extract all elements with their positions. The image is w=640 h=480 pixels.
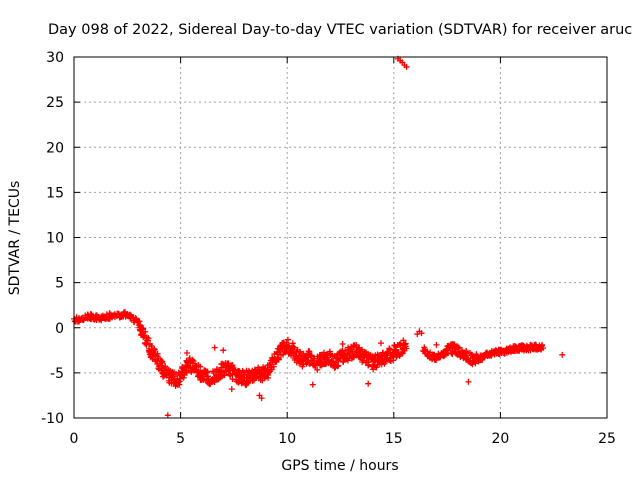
- data-point: [229, 376, 236, 383]
- data-point: [183, 369, 190, 376]
- data-point: [465, 378, 472, 385]
- data-point: [275, 356, 282, 363]
- data-point: [291, 344, 298, 351]
- data-point: [270, 363, 277, 370]
- x-tick-label: 20: [491, 431, 509, 447]
- data-point: [290, 349, 297, 356]
- x-tick-label: 25: [598, 431, 616, 447]
- x-axis-label: GPS time / hours: [281, 458, 398, 474]
- data-point: [197, 363, 204, 370]
- data-point: [142, 328, 149, 335]
- data-point: [455, 344, 462, 351]
- data-point: [306, 348, 313, 355]
- data-point: [335, 362, 342, 369]
- data-point: [211, 344, 218, 351]
- y-tick-label: 5: [55, 276, 64, 292]
- data-points: [71, 55, 566, 419]
- data-point: [250, 377, 257, 384]
- data-point: [274, 348, 281, 355]
- data-point: [400, 337, 407, 344]
- data-point: [145, 335, 152, 342]
- x-tick-label: 10: [278, 431, 296, 447]
- y-tick-label: 15: [46, 185, 64, 201]
- plot-frame: [73, 56, 608, 419]
- data-point: [309, 381, 316, 388]
- data-point: [217, 368, 224, 375]
- data-point: [342, 347, 349, 354]
- data-point: [136, 318, 143, 325]
- data-point: [153, 358, 160, 365]
- data-point: [308, 352, 315, 359]
- data-point: [140, 325, 147, 332]
- data-point: [228, 386, 235, 393]
- data-point: [402, 340, 409, 347]
- x-tick-label: 5: [176, 431, 185, 447]
- data-point: [258, 395, 265, 402]
- data-point: [183, 350, 190, 357]
- data-point: [290, 343, 297, 350]
- y-tick-label: 20: [46, 140, 64, 156]
- y-tick-label: -5: [50, 366, 64, 382]
- chart-title: Day 098 of 2022, Sidereal Day-to-day VTE…: [48, 22, 632, 38]
- data-point: [344, 357, 351, 364]
- data-point: [339, 340, 346, 347]
- y-tick-label: -10: [41, 411, 64, 427]
- y-tick-label: 25: [46, 95, 64, 111]
- data-point: [378, 340, 385, 347]
- data-point: [321, 349, 328, 356]
- data-point: [265, 369, 272, 376]
- data-point: [200, 376, 207, 383]
- data-point: [164, 412, 171, 419]
- data-point: [229, 363, 236, 370]
- data-point: [433, 341, 440, 348]
- data-point: [176, 378, 183, 385]
- data-point: [220, 347, 227, 354]
- data-point: [148, 342, 155, 349]
- x-tick-label: 15: [385, 431, 403, 447]
- data-point: [365, 361, 372, 368]
- data-point: [559, 351, 566, 358]
- x-tick-label: 0: [70, 431, 79, 447]
- data-point: [403, 345, 410, 352]
- y-tick-label: 10: [46, 231, 64, 247]
- y-tick-label: 30: [46, 50, 64, 66]
- y-tick-label: 0: [55, 321, 64, 337]
- data-point: [414, 331, 421, 338]
- data-point: [418, 330, 425, 337]
- grid-lines: [74, 57, 607, 418]
- data-point: [397, 342, 404, 349]
- data-point: [159, 358, 166, 365]
- data-point: [151, 346, 158, 353]
- data-point: [540, 345, 547, 352]
- data-point: [403, 63, 410, 70]
- data-point: [314, 366, 321, 373]
- data-point: [365, 380, 372, 387]
- y-axis-label: SDTVAR / TECUs: [7, 181, 23, 296]
- data-point: [284, 336, 291, 343]
- data-point: [393, 354, 400, 361]
